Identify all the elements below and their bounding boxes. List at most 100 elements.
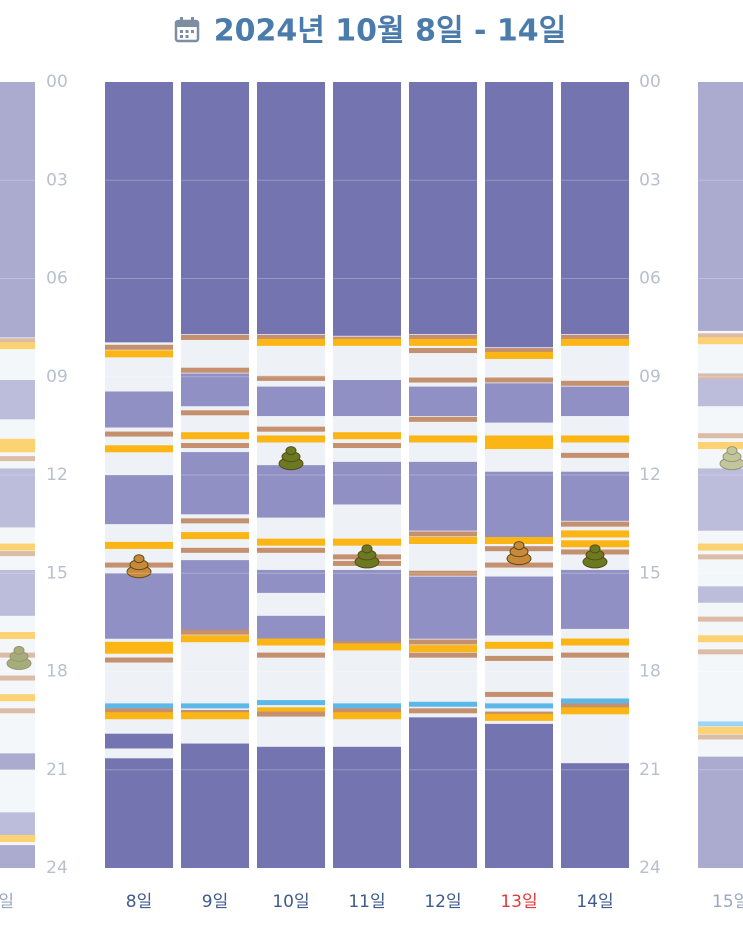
nap [105, 391, 173, 428]
nap [181, 452, 249, 515]
feeding [698, 635, 743, 643]
feeding [698, 543, 743, 551]
feeding [485, 641, 553, 649]
diaper [0, 708, 35, 714]
night-sleep [333, 82, 401, 336]
feeding [409, 338, 477, 346]
hour-label: 18 [639, 662, 661, 682]
diaper [257, 547, 325, 553]
night-sleep [485, 723, 553, 868]
feeding [105, 445, 173, 453]
feeding [409, 537, 477, 544]
diaper [333, 443, 401, 449]
hour-label: 21 [639, 760, 661, 780]
night-sleep [698, 82, 743, 331]
poop-part [726, 446, 738, 456]
night-sleep [257, 82, 325, 335]
feeding [181, 532, 249, 540]
day-label: 15일 [712, 892, 743, 912]
bath [698, 721, 743, 727]
feeding [0, 438, 35, 446]
diaper [409, 570, 477, 576]
nap [257, 569, 325, 593]
feeding [257, 707, 325, 715]
nap [561, 569, 629, 629]
feeding [105, 541, 173, 549]
bath [105, 703, 173, 709]
diaper [561, 452, 629, 458]
diaper [181, 518, 249, 524]
diaper [181, 334, 249, 340]
feeding [561, 707, 629, 715]
night-sleep [0, 845, 35, 868]
night-sleep [0, 753, 35, 770]
diaper [698, 616, 743, 622]
nap [257, 465, 325, 518]
feeding [0, 543, 35, 551]
feeding [485, 537, 553, 544]
hour-label: 15 [639, 563, 661, 583]
poop-part [285, 446, 297, 456]
day-column [698, 82, 743, 868]
feeding [0, 835, 35, 843]
feeding [105, 712, 173, 720]
nap [485, 471, 553, 538]
diaper [105, 344, 173, 350]
feeding [0, 342, 35, 350]
poop-icon [506, 541, 532, 566]
feeding [561, 638, 629, 646]
diaper [698, 649, 743, 655]
night-sleep [105, 733, 173, 749]
day-column [105, 82, 173, 868]
nap [257, 615, 325, 643]
diaper [257, 426, 325, 432]
nap [409, 576, 477, 639]
feeding [0, 445, 35, 453]
bath [485, 703, 553, 709]
poop-part [589, 544, 601, 554]
nap [0, 569, 35, 616]
hour-label: 09 [46, 367, 68, 387]
night-sleep [409, 717, 477, 868]
feeding [333, 712, 401, 720]
poop-icon [6, 645, 32, 670]
bath [561, 698, 629, 704]
night-sleep [181, 743, 249, 868]
hour-label: 18 [46, 662, 68, 682]
diaper [181, 547, 249, 553]
hour-label: 00 [639, 72, 661, 92]
poop-icon [354, 544, 380, 569]
diaper [561, 703, 629, 709]
diaper [698, 433, 743, 439]
nap [181, 373, 249, 407]
day-column [257, 82, 325, 868]
day-label: 9일 [202, 892, 228, 912]
diaper [698, 333, 743, 339]
nap [181, 560, 249, 633]
diaper [485, 691, 553, 697]
feeding [485, 442, 553, 450]
nap [561, 471, 629, 521]
night-sleep [105, 758, 173, 868]
feeding [485, 435, 553, 443]
night-sleep [561, 82, 629, 335]
diaper [105, 657, 173, 663]
day-column [181, 82, 249, 868]
nap [257, 386, 325, 417]
diaper [257, 652, 325, 658]
feeding [257, 638, 325, 646]
diaper [0, 551, 35, 557]
poop-icon [719, 446, 743, 471]
hour-label: 24 [46, 858, 68, 878]
poop-part [361, 544, 373, 554]
day-label: 13일 [500, 892, 537, 912]
nap [485, 576, 553, 636]
feeding [333, 643, 401, 651]
night-sleep [0, 82, 35, 338]
hour-label: 24 [639, 858, 661, 878]
diaper [485, 655, 553, 661]
nap [698, 468, 743, 531]
feeding [698, 726, 743, 734]
poop-part [133, 554, 145, 564]
poop-icon [126, 554, 152, 579]
